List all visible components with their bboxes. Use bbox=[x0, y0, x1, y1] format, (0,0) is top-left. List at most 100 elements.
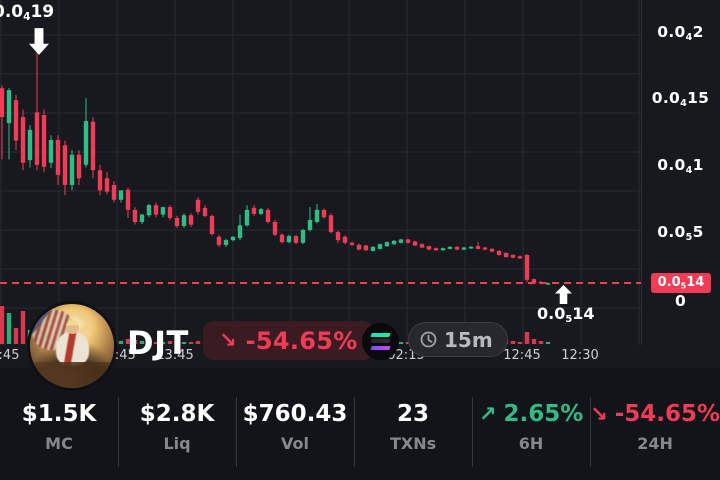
candle bbox=[321, 208, 327, 219]
candle bbox=[167, 205, 173, 220]
candle bbox=[139, 213, 145, 224]
candle bbox=[328, 213, 334, 234]
candle bbox=[447, 246, 453, 250]
volume-bar bbox=[125, 339, 131, 344]
volume-bar bbox=[6, 313, 12, 344]
high-price-annotation: 0.0419 bbox=[0, 2, 55, 23]
candle bbox=[398, 238, 404, 244]
candle bbox=[216, 234, 222, 247]
price-change-value: -54.65% bbox=[245, 326, 358, 355]
candle bbox=[545, 282, 551, 285]
volume-bar bbox=[111, 340, 117, 344]
candle bbox=[391, 240, 397, 245]
avatar-head bbox=[66, 320, 79, 334]
candle bbox=[34, 37, 40, 171]
avatar-figure bbox=[56, 332, 89, 366]
candle bbox=[0, 85, 5, 160]
candle bbox=[286, 234, 292, 244]
price-axis-label: 0 bbox=[674, 292, 687, 311]
solana-icon[interactable] bbox=[362, 323, 399, 360]
up-trend-arrow-icon: ↗ bbox=[478, 402, 497, 427]
candle bbox=[48, 135, 54, 169]
candle bbox=[440, 247, 446, 251]
candle bbox=[314, 203, 320, 224]
volume-bar bbox=[13, 328, 19, 344]
axis-divider bbox=[641, 0, 642, 345]
candle bbox=[258, 207, 264, 216]
candle bbox=[356, 243, 362, 251]
candle bbox=[202, 205, 208, 218]
candle bbox=[153, 202, 159, 218]
candle bbox=[300, 228, 306, 245]
time-axis-label: 13:45 bbox=[156, 348, 194, 363]
current-price-text: 0.0514 bbox=[657, 275, 705, 291]
candle bbox=[195, 197, 201, 215]
candle bbox=[293, 234, 299, 245]
volume-bar bbox=[405, 342, 411, 344]
candle bbox=[111, 180, 117, 203]
volume-bar bbox=[160, 342, 166, 344]
candle bbox=[209, 214, 215, 236]
candle bbox=[62, 140, 68, 196]
volume-bar bbox=[132, 340, 138, 344]
volume-bar bbox=[181, 342, 187, 344]
candle bbox=[83, 98, 89, 168]
low-price-annotation: 0.0514 bbox=[537, 304, 595, 325]
volume-bar bbox=[195, 341, 201, 344]
candle bbox=[468, 246, 474, 249]
candle bbox=[405, 238, 411, 244]
volume-bar bbox=[0, 306, 5, 344]
candle bbox=[55, 135, 61, 185]
candle bbox=[160, 206, 166, 218]
volume-bar bbox=[517, 342, 523, 344]
candle bbox=[104, 172, 110, 195]
volume-bar bbox=[146, 342, 152, 344]
volume-bar bbox=[174, 342, 180, 344]
volume-bar bbox=[538, 341, 544, 344]
candle bbox=[244, 205, 250, 227]
candle bbox=[307, 207, 313, 232]
candle bbox=[6, 88, 12, 160]
candle bbox=[174, 215, 180, 229]
candle bbox=[524, 254, 530, 283]
volume-bar bbox=[545, 342, 551, 344]
candle bbox=[370, 246, 376, 252]
candle bbox=[146, 203, 152, 218]
volume-bar bbox=[118, 341, 124, 344]
candle bbox=[97, 164, 103, 196]
current-price-badge: 0.0514 bbox=[651, 273, 711, 293]
volume-bar bbox=[524, 332, 530, 344]
timeframe-selector[interactable]: 15m bbox=[408, 322, 508, 357]
token-avatar[interactable] bbox=[30, 304, 114, 388]
candle bbox=[426, 245, 432, 251]
candle bbox=[510, 254, 516, 259]
down-trend-arrow-icon: ↘ bbox=[590, 402, 608, 427]
candle bbox=[503, 252, 509, 258]
volume-bar bbox=[153, 342, 159, 344]
volume-bar bbox=[510, 341, 516, 344]
price-axis: 0.0514 0.042 0.0415 0.041 0.055 0 bbox=[641, 0, 720, 368]
time-axis-label: 12:30 bbox=[561, 348, 599, 363]
volume-bar bbox=[20, 311, 26, 344]
candle bbox=[251, 205, 257, 216]
grid-lines bbox=[0, 0, 641, 345]
candle bbox=[265, 207, 271, 224]
time-axis-label: :45 bbox=[0, 348, 20, 363]
candle bbox=[342, 235, 348, 245]
volume-bar bbox=[531, 339, 537, 344]
token-symbol: DJT bbox=[127, 324, 189, 362]
candle bbox=[223, 238, 229, 247]
clock-icon bbox=[420, 331, 437, 348]
price-change-badge: ↘ -54.65% bbox=[203, 321, 374, 360]
candle bbox=[461, 246, 467, 251]
stat-change-24h: ↘ -54.65% 24H bbox=[590, 394, 720, 474]
stat-liquidity: $2.8K Liq bbox=[118, 394, 236, 474]
candle bbox=[363, 244, 369, 251]
candle bbox=[279, 233, 285, 244]
candle bbox=[20, 109, 26, 171]
avatar-crowd bbox=[30, 362, 114, 388]
up-arrow-icon bbox=[555, 285, 572, 304]
